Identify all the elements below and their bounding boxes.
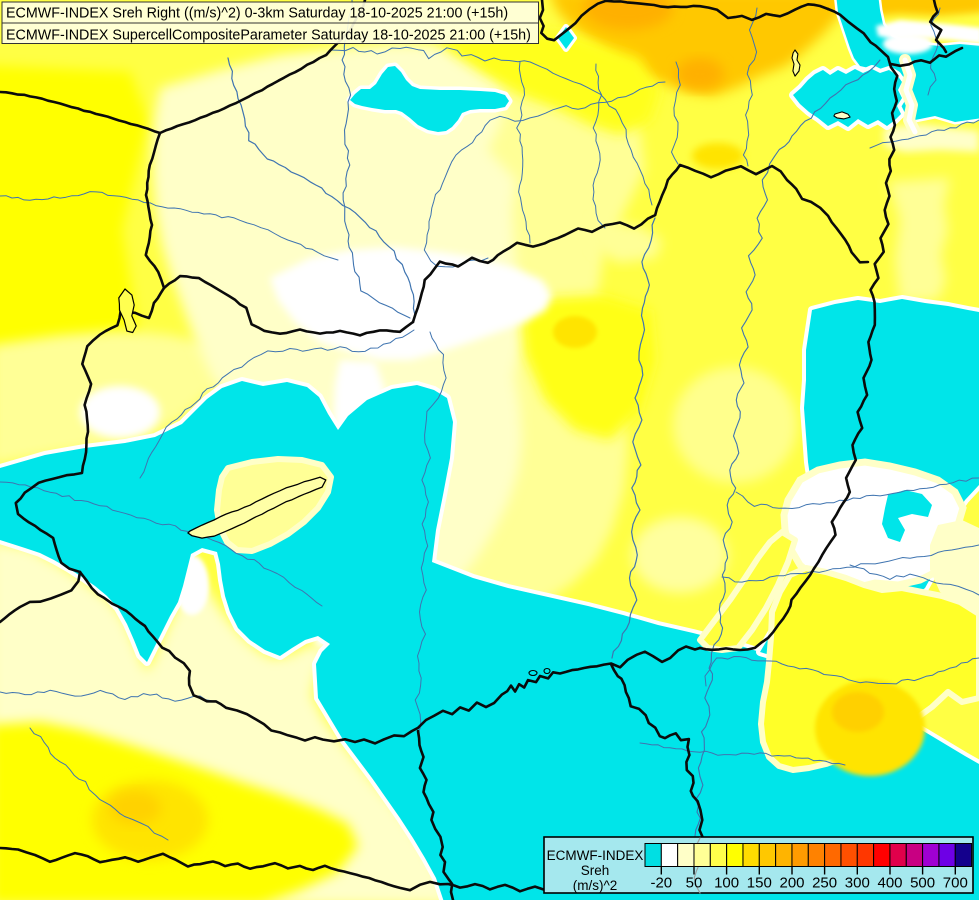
svg-text:200: 200	[779, 875, 804, 892]
svg-text:500: 500	[910, 875, 935, 892]
svg-text:100: 100	[714, 875, 739, 892]
svg-text:Sreh: Sreh	[581, 863, 610, 878]
svg-text:150: 150	[747, 875, 772, 892]
svg-text:-20: -20	[650, 875, 672, 892]
svg-text:ECMWF-INDEX Sreh Right ((m/s)^: ECMWF-INDEX Sreh Right ((m/s)^2) 0-3km S…	[6, 6, 508, 22]
svg-text:ECMWF-INDEX SupercellComposite: ECMWF-INDEX SupercellCompositeParameter …	[6, 28, 531, 44]
svg-text:400: 400	[877, 875, 902, 892]
svg-text:50: 50	[686, 875, 703, 892]
svg-text:ECMWF-INDEX: ECMWF-INDEX	[547, 848, 644, 863]
svg-text:300: 300	[845, 875, 870, 892]
svg-text:250: 250	[812, 875, 837, 892]
svg-text:700: 700	[943, 875, 968, 892]
svg-text:(m/s)^2: (m/s)^2	[573, 878, 618, 893]
